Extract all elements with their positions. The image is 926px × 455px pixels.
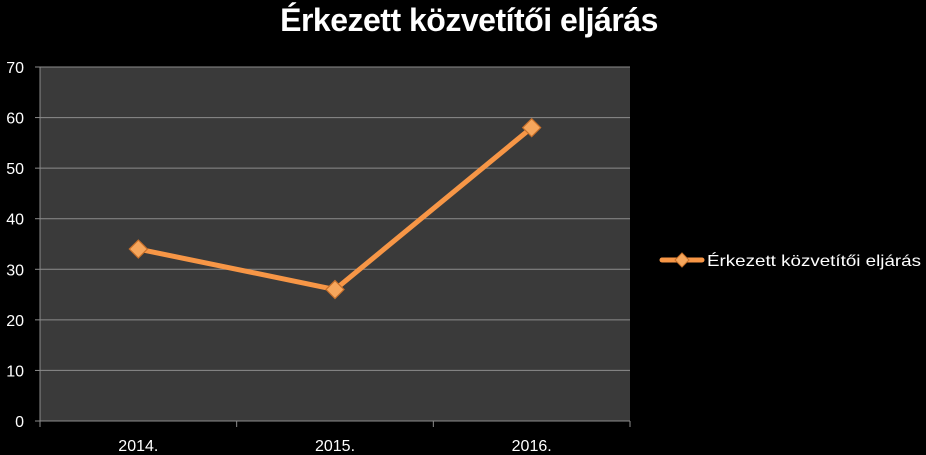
chart-title: Érkezett közvetítői eljárás [280,2,658,38]
y-tick-label: 20 [6,313,24,330]
x-tick-label: 2014. [118,438,158,455]
data-point-marker [128,239,149,259]
legend-label: Érkezett közvetítői eljárás [707,251,921,270]
y-tick-label: 0 [15,414,24,431]
y-tick-label: 30 [6,262,24,279]
legend-marker [674,252,690,268]
series-group [128,117,542,300]
data-point-marker [521,117,542,138]
y-tick-label: 40 [6,212,24,229]
y-tick-label: 60 [6,111,24,128]
legend: Érkezett közvetítői eljárás [659,251,921,270]
data-point-marker [325,279,345,300]
y-tick-label: 10 [6,363,24,380]
y-tick-label: 50 [6,161,24,178]
gridlines [35,66,630,422]
y-tick-label: 70 [6,60,24,77]
plot-area [40,67,630,421]
x-axis-tick-labels: 2014. 2015. 2016. [118,438,551,455]
axes [39,67,631,427]
y-axis-tick-labels: 0 10 20 30 40 50 60 70 [6,60,24,431]
x-tick-label: 2015. [315,438,355,455]
x-tick-label: 2016. [512,438,552,455]
